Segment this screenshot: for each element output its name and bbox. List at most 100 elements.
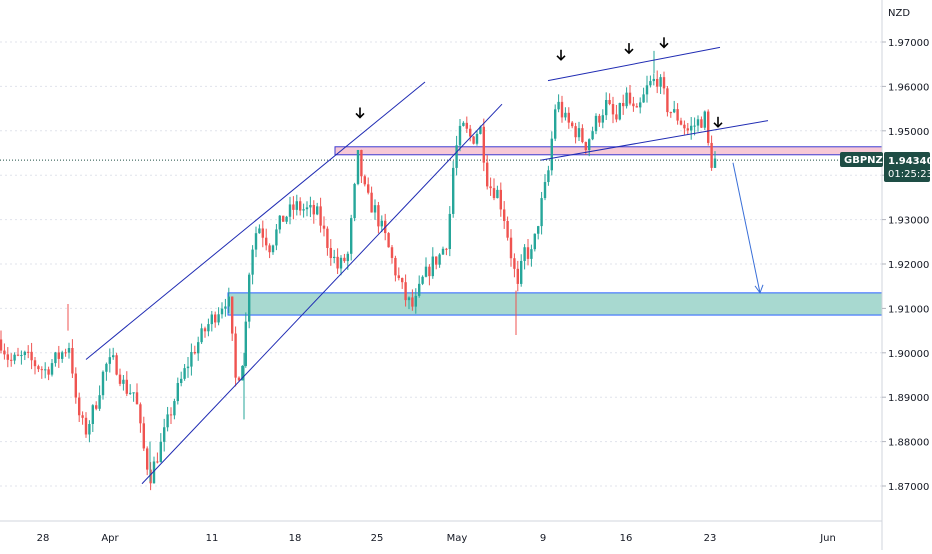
candle <box>339 255 343 276</box>
candle <box>214 311 217 328</box>
candle <box>122 374 125 391</box>
candle-body <box>217 314 220 323</box>
candle <box>571 121 574 129</box>
candle <box>44 362 47 379</box>
candle <box>169 407 173 424</box>
candle <box>363 174 366 187</box>
candle <box>285 215 288 225</box>
candle-body <box>234 333 237 378</box>
candle <box>319 197 322 233</box>
candle <box>414 288 417 314</box>
candle-body <box>564 112 567 118</box>
candle-body <box>149 469 152 484</box>
candle <box>639 97 642 114</box>
candle-body <box>105 363 108 372</box>
candle-body <box>628 92 632 104</box>
candle <box>84 412 88 438</box>
candle-body <box>200 328 203 343</box>
candle-body <box>407 297 411 301</box>
candle-body <box>309 204 312 208</box>
candle-body <box>241 365 244 381</box>
candle-body <box>47 369 50 375</box>
candle <box>397 267 400 281</box>
candle <box>581 124 584 144</box>
candle <box>462 121 465 127</box>
candle <box>533 233 536 252</box>
candle-body <box>496 189 499 199</box>
candle <box>496 185 499 199</box>
candle-body <box>23 351 26 356</box>
candle <box>125 371 128 397</box>
drawings <box>85 37 769 485</box>
candle-body <box>452 167 455 214</box>
candle <box>234 326 237 387</box>
candle <box>703 110 706 131</box>
candle-body <box>33 360 37 367</box>
candle <box>326 226 329 256</box>
support-zone <box>227 292 883 316</box>
candle-body <box>533 233 536 250</box>
candle <box>203 326 207 338</box>
candle-body <box>618 103 621 120</box>
candle <box>520 254 523 287</box>
candle-body <box>163 427 166 442</box>
candle-body <box>227 296 230 307</box>
candle-body <box>669 112 672 114</box>
candle <box>302 203 305 218</box>
last-price-label: 1.94340 <box>888 156 932 167</box>
candle <box>292 196 295 220</box>
candle <box>333 249 336 264</box>
candle-body <box>547 170 550 183</box>
candle-body <box>292 204 295 210</box>
candle-body <box>193 352 196 354</box>
candle <box>118 368 122 387</box>
candle <box>88 420 91 443</box>
candle <box>506 216 509 241</box>
symbol-label: GBPNZD <box>844 155 891 166</box>
candle <box>149 462 152 491</box>
candle-body <box>37 366 40 370</box>
candle-body <box>95 405 98 409</box>
candle-body <box>91 405 94 425</box>
candle <box>390 245 394 264</box>
candle-body <box>676 109 679 121</box>
y-tick-label: 1.95000 <box>888 127 929 138</box>
candle <box>237 376 241 382</box>
candle <box>662 71 666 95</box>
candle <box>455 135 458 176</box>
candle <box>700 116 703 128</box>
candle <box>101 370 105 400</box>
candle <box>611 96 615 124</box>
candle-body <box>622 103 625 107</box>
x-tick-label: May <box>447 533 468 544</box>
candle-body <box>598 115 601 123</box>
candle <box>251 245 254 285</box>
candle <box>431 247 434 279</box>
candle <box>271 244 275 255</box>
candle <box>265 228 268 251</box>
candle <box>309 196 312 218</box>
candle <box>356 149 360 186</box>
candle <box>129 384 132 395</box>
candle-body <box>50 363 54 375</box>
peak-marker-arrow <box>556 49 566 61</box>
candle-body <box>210 314 213 325</box>
candle-body <box>6 354 9 360</box>
candle-body <box>625 92 628 107</box>
wedge-lower-line <box>540 120 769 161</box>
candle-body <box>3 350 6 355</box>
candle <box>659 74 662 94</box>
y-tick-label: 1.90000 <box>888 349 929 360</box>
candle <box>248 272 251 329</box>
candle-body <box>20 355 23 357</box>
candle-body <box>503 209 506 222</box>
candle-body <box>472 136 475 144</box>
candle <box>625 87 628 109</box>
candle <box>411 289 414 311</box>
candle-body <box>197 342 200 354</box>
candle-body <box>156 461 159 463</box>
candle-body <box>295 201 298 210</box>
candle <box>108 348 111 373</box>
